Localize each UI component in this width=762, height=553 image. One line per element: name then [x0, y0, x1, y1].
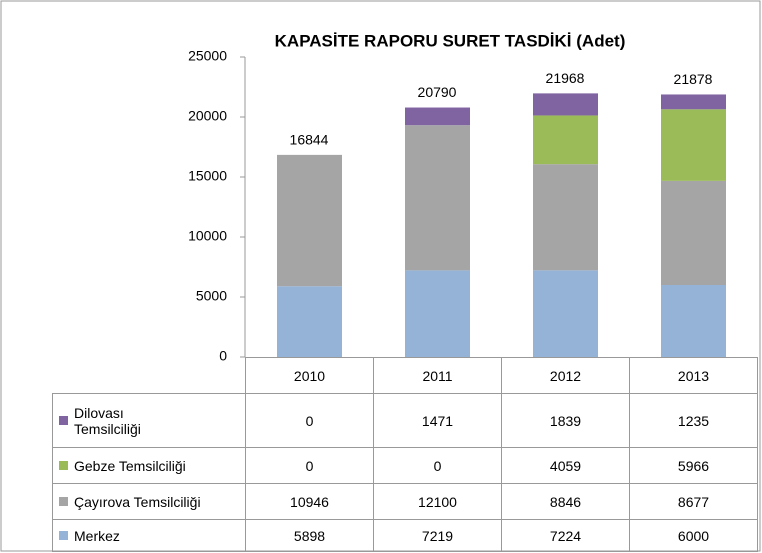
bar-segment: [661, 180, 726, 285]
table-value: 0: [245, 447, 374, 484]
legend-entry: Çayırova Temsilciliği: [52, 483, 246, 520]
table-value: 6000: [629, 519, 758, 552]
bar-segment: [533, 270, 598, 357]
table-value: 8677: [629, 483, 758, 520]
table-value: 7224: [501, 519, 630, 552]
y-tick-label: 10000: [188, 228, 227, 244]
y-tick-label: 20000: [188, 108, 227, 124]
chart-title: KAPASİTE RAPORU SURET TASDİKİ (Adet): [275, 31, 626, 50]
bar-segment: [661, 285, 726, 357]
y-tick-label: 0: [219, 348, 227, 364]
table-value: 0: [245, 393, 374, 448]
x-tick-label: 2012: [501, 357, 630, 394]
legend-swatch: [59, 461, 68, 470]
legend-entry: Gebze Temsilciliği: [52, 447, 246, 484]
legend-label: Çayırova Temsilciliği: [74, 493, 201, 510]
legend-swatch: [59, 497, 68, 506]
table-value: 12100: [373, 483, 502, 520]
x-tick-label: 2011: [373, 357, 502, 394]
bar-segment: [405, 125, 470, 271]
bar-segment: [533, 115, 598, 165]
table-value: 5898: [245, 519, 374, 552]
legend-label: Dilovası Temsilciliği: [74, 404, 141, 437]
legend-entry: Dilovası Temsilciliği: [52, 393, 246, 448]
bar-segment: [661, 109, 726, 181]
legend-swatch: [59, 416, 68, 425]
bar-segment: [533, 164, 598, 271]
x-tick-label: 2010: [245, 357, 374, 394]
legend-swatch: [59, 531, 68, 540]
total-label: 16844: [290, 132, 329, 148]
table-value: 0: [373, 447, 502, 484]
bar-segment: [661, 94, 726, 110]
table-value: 1839: [501, 393, 630, 448]
legend-entry: Merkez: [52, 519, 246, 552]
table-value: 7219: [373, 519, 502, 552]
bar-segment: [533, 93, 598, 116]
bar-segment: [405, 107, 470, 126]
y-tick-label: 15000: [188, 168, 227, 184]
bar-segment: [405, 270, 470, 357]
table-value: 1471: [373, 393, 502, 448]
total-label: 21968: [546, 70, 585, 86]
bar-segment: [277, 286, 342, 357]
total-label: 20790: [418, 84, 457, 100]
legend-label: Gebze Temsilciliği: [74, 457, 186, 474]
table-value: 1235: [629, 393, 758, 448]
x-tick-label: 2013: [629, 357, 758, 394]
table-value: 5966: [629, 447, 758, 484]
table-value: 8846: [501, 483, 630, 520]
legend-label: Merkez: [74, 527, 120, 544]
y-tick-label: 25000: [188, 48, 227, 64]
table-value: 4059: [501, 447, 630, 484]
table-value: 10946: [245, 483, 374, 520]
bar-segment: [277, 154, 342, 287]
y-tick-label: 5000: [196, 288, 227, 304]
total-label: 21878: [674, 71, 713, 87]
